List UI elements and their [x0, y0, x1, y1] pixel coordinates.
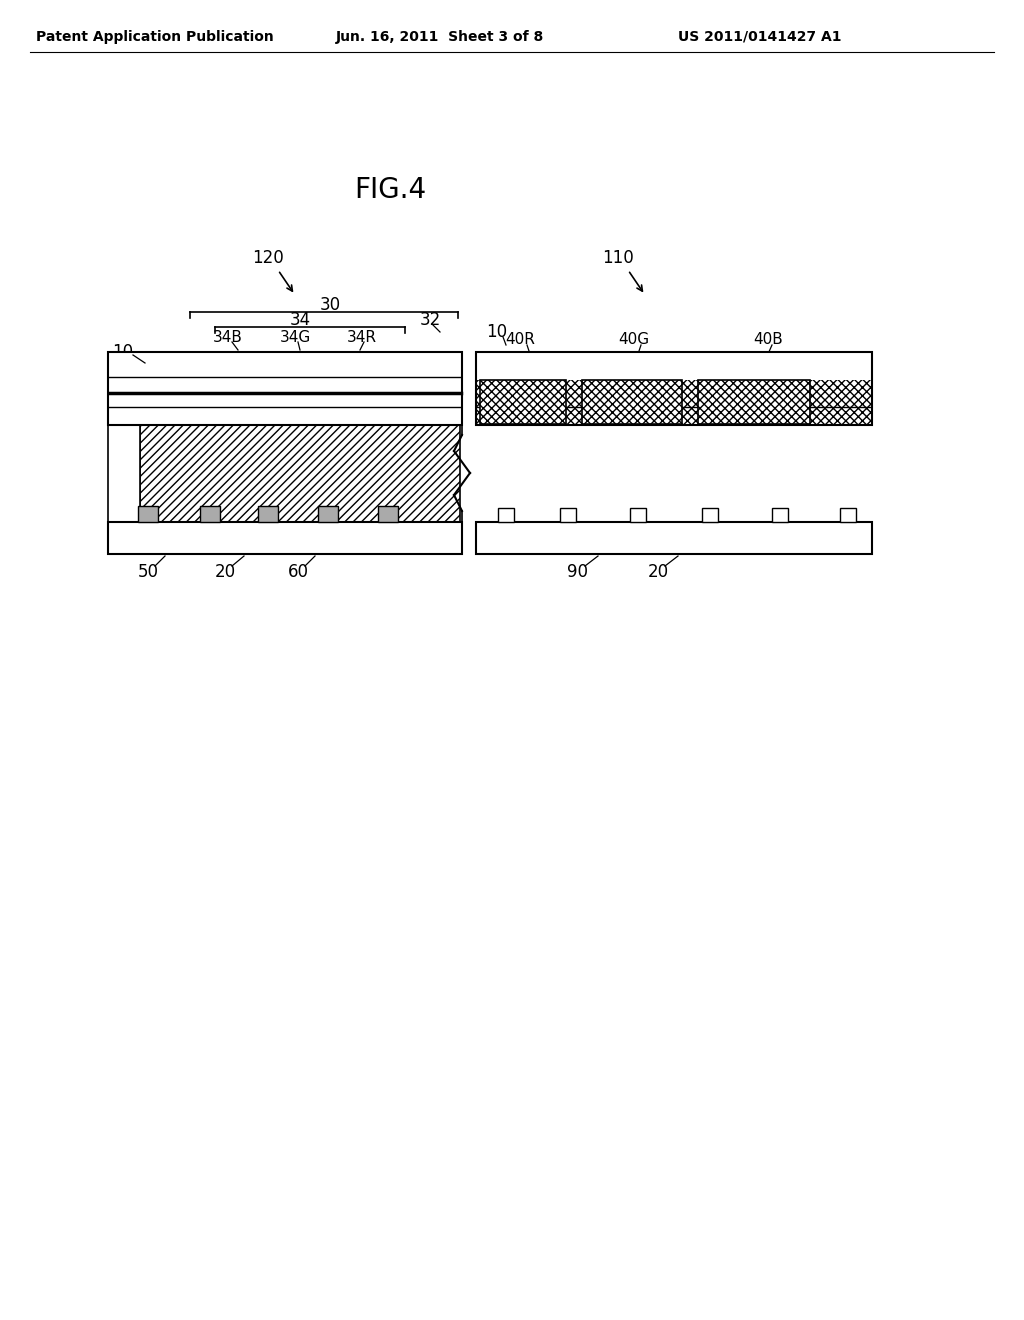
Text: 40B: 40B — [753, 333, 783, 347]
Text: 50: 50 — [137, 564, 159, 581]
Text: Patent Application Publication: Patent Application Publication — [36, 30, 273, 44]
Text: 10: 10 — [486, 323, 508, 341]
Text: 30: 30 — [319, 296, 341, 314]
Bar — [108, 521, 462, 554]
Bar — [200, 506, 220, 521]
Bar — [702, 508, 718, 521]
Text: 34G: 34G — [280, 330, 310, 346]
Bar — [378, 506, 398, 521]
Text: 20: 20 — [647, 564, 669, 581]
Text: FIG.4: FIG.4 — [354, 176, 426, 205]
Bar — [498, 508, 514, 521]
Text: 40G: 40G — [618, 333, 649, 347]
Bar — [108, 425, 140, 521]
Text: Jun. 16, 2011  Sheet 3 of 8: Jun. 16, 2011 Sheet 3 of 8 — [336, 30, 544, 44]
Text: 34: 34 — [290, 312, 310, 329]
Text: 10: 10 — [113, 343, 133, 360]
Bar — [138, 506, 158, 521]
Text: 34B: 34B — [213, 330, 243, 346]
Bar — [318, 506, 338, 521]
Bar — [476, 352, 872, 425]
Text: 110: 110 — [602, 249, 634, 267]
Text: R: R — [517, 393, 528, 411]
Text: 90: 90 — [567, 564, 589, 581]
Text: 20: 20 — [214, 564, 236, 581]
Bar — [582, 380, 682, 424]
Bar — [840, 508, 856, 521]
Text: 34R: 34R — [347, 330, 377, 346]
Text: 40R: 40R — [505, 333, 535, 347]
Bar — [772, 508, 788, 521]
Text: G: G — [626, 393, 638, 411]
Bar — [476, 380, 872, 424]
Bar — [258, 506, 278, 521]
Bar — [140, 425, 460, 521]
Bar — [698, 380, 810, 424]
Text: 120: 120 — [252, 249, 284, 267]
Text: 60: 60 — [288, 564, 308, 581]
Bar — [476, 521, 872, 554]
Text: 32: 32 — [420, 312, 440, 329]
Text: B: B — [749, 393, 760, 411]
Text: US 2011/0141427 A1: US 2011/0141427 A1 — [678, 30, 842, 44]
Bar — [560, 508, 575, 521]
Bar — [480, 380, 566, 424]
Bar — [108, 352, 462, 425]
Bar — [630, 508, 646, 521]
